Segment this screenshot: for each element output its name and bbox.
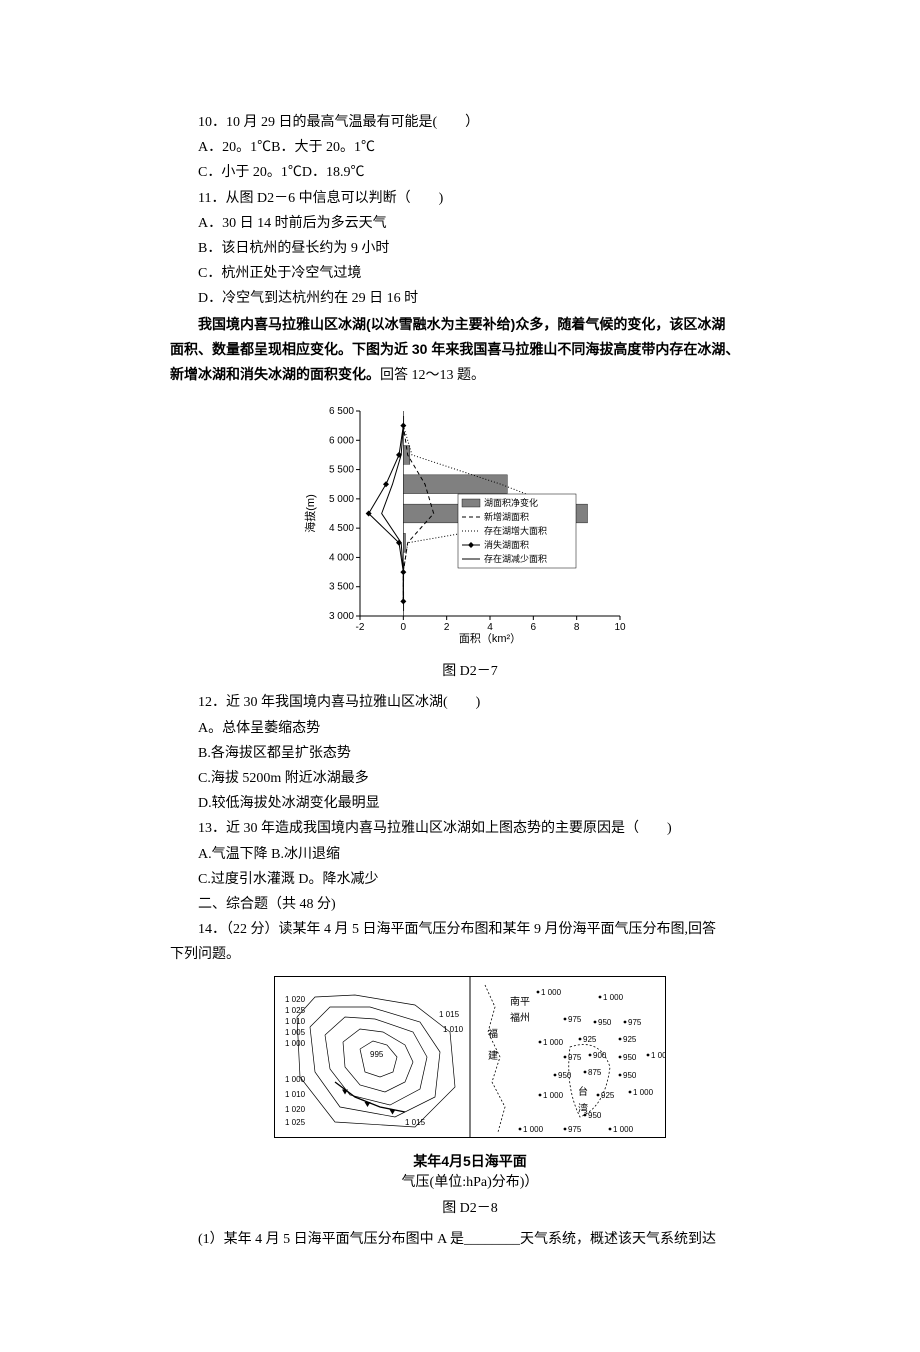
svg-text:1 005: 1 005 — [285, 1028, 306, 1037]
svg-text:950: 950 — [598, 1018, 612, 1027]
svg-text:新增湖面积: 新增湖面积 — [484, 511, 529, 522]
svg-text:1 000: 1 000 — [285, 1039, 306, 1048]
q11-stem: 11．从图 D2－6 中信息可以判断（ ) — [170, 186, 770, 211]
svg-text:1 010: 1 010 — [443, 1025, 464, 1034]
q11-opt-d: D．冷空气到达杭州约在 29 日 16 时 — [170, 286, 770, 311]
svg-text:950: 950 — [588, 1111, 602, 1120]
svg-text:2: 2 — [444, 622, 450, 633]
svg-text:存在湖减少面积: 存在湖减少面积 — [484, 553, 547, 564]
svg-text:面积（km²）: 面积（km²） — [459, 632, 521, 645]
svg-text:4 500: 4 500 — [329, 523, 354, 534]
svg-text:4 000: 4 000 — [329, 552, 354, 563]
pressure-maps: 1 020 1 025 1 010 1 005 1 000 995 1 015 1 010 1 … — [274, 976, 666, 1138]
q14-stem-line2: 下列问题。 — [170, 942, 770, 967]
svg-text:台: 台 — [578, 1085, 588, 1098]
svg-text:南平: 南平 — [510, 995, 530, 1008]
svg-text:925: 925 — [601, 1091, 615, 1100]
svg-text:975: 975 — [568, 1053, 582, 1062]
svg-text:8: 8 — [574, 622, 580, 633]
passage12-line3-bold: 新增冰湖和消失冰湖的面积变化。 — [170, 366, 380, 382]
q14-1-text: (1）某年 4 月 5 日海平面气压分布图中 A 是________天气系统，概… — [170, 1227, 770, 1252]
svg-text:1 000: 1 000 — [613, 1125, 634, 1134]
q10-opt-ab: A．20。1℃B．大于 20。1℃ — [170, 135, 770, 160]
passage12-line1: 我国境内喜马拉雅山区冰湖(以冰雪融水为主要补给)众多，随着气候的变化，该区冰湖 — [170, 312, 770, 337]
passage12-tail: 回答 12～13 题。 — [380, 368, 485, 383]
svg-text:3 500: 3 500 — [329, 582, 354, 593]
svg-text:1 010: 1 010 — [285, 1017, 306, 1026]
q11-opt-b: B．该日杭州的昼长约为 9 小时 — [170, 236, 770, 261]
svg-text:1 020: 1 020 — [285, 1105, 306, 1114]
svg-text:1 020: 1 020 — [285, 995, 306, 1004]
svg-text:900: 900 — [593, 1051, 607, 1060]
svg-text:950: 950 — [558, 1071, 572, 1080]
q12-opt-d: D.较低海拔处冰湖变化最明显 — [170, 791, 770, 816]
page: 10．10 月 29 日的最高气温最有可能是( ） A．20。1℃B．大于 20… — [0, 0, 920, 1352]
svg-text:10: 10 — [614, 622, 626, 633]
svg-text:湾: 湾 — [578, 1102, 588, 1115]
svg-text:1 015: 1 015 — [439, 1010, 460, 1019]
figure-d2-8: 1 020 1 025 1 010 1 005 1 000 995 1 015 1 010 1 … — [170, 976, 770, 1147]
passage12-line3: 新增冰湖和消失冰湖的面积变化。回答 12～13 题。 — [170, 362, 770, 388]
svg-text:975: 975 — [568, 1015, 582, 1024]
section2-heading: 二、综合题（共 48 分) — [170, 892, 770, 917]
svg-text:消失湖面积: 消失湖面积 — [484, 539, 529, 550]
svg-text:存在湖增大面积: 存在湖增大面积 — [484, 525, 547, 536]
svg-text:1 000: 1 000 — [543, 1091, 564, 1100]
q10-stem: 10．10 月 29 日的最高气温最有可能是( ） — [170, 110, 770, 135]
svg-text:5 000: 5 000 — [329, 494, 354, 505]
svg-text:995: 995 — [370, 1050, 384, 1059]
svg-text:1 000: 1 000 — [651, 1051, 666, 1060]
q14-stem-line1: 14．（22 分）读某年 4 月 5 日海平面气压分布图和某年 9 月份海平面气… — [170, 917, 770, 942]
q10-opt-cd: C．小于 20。1℃D．18.9℃ — [170, 160, 770, 185]
figure-d2-7: 3 000 3 500 4 000 4 500 5 000 5 500 6 000 6 500… — [170, 396, 770, 655]
svg-text:1 000: 1 000 — [633, 1088, 654, 1097]
svg-text:875: 875 — [588, 1068, 602, 1077]
svg-text:1 000: 1 000 — [541, 988, 562, 997]
svg-text:4: 4 — [487, 622, 493, 633]
q11-opt-c: C．杭州正处于冷空气过境 — [170, 261, 770, 286]
svg-text:5 500: 5 500 — [329, 465, 354, 476]
svg-text:975: 975 — [568, 1125, 582, 1134]
svg-text:1 000: 1 000 — [285, 1075, 306, 1084]
svg-text:0: 0 — [401, 622, 407, 633]
svg-text:6 500: 6 500 — [329, 406, 354, 417]
q11-opt-a: A．30 日 14 时前后为多云天气 — [170, 211, 770, 236]
svg-text:福州: 福州 — [510, 1011, 530, 1024]
svg-text:950: 950 — [623, 1071, 637, 1080]
svg-text:-2: -2 — [356, 622, 365, 633]
svg-text:建: 建 — [488, 1049, 498, 1062]
svg-text:925: 925 — [583, 1035, 597, 1044]
svg-text:1 015: 1 015 — [405, 1118, 426, 1127]
svg-text:950: 950 — [623, 1053, 637, 1062]
figure-d2-8-title1: 某年4月5日海平面 — [170, 1151, 770, 1172]
svg-text:6: 6 — [531, 622, 537, 633]
svg-text:1 000: 1 000 — [603, 993, 624, 1002]
svg-text:925: 925 — [623, 1035, 637, 1044]
glacier-lake-chart: 3 000 3 500 4 000 4 500 5 000 5 500 6 000 6 500… — [300, 396, 640, 646]
figure-d2-8-caption: 图 D2－8 — [170, 1196, 770, 1221]
svg-text:1 010: 1 010 — [285, 1090, 306, 1099]
figure-d2-8-title2: 气压(单位:hPa)分布)） — [170, 1172, 770, 1193]
q13-opt-cd: C.过度引水灌溉 D。降水减少 — [170, 867, 770, 892]
svg-text:湖面积净变化: 湖面积净变化 — [484, 497, 538, 508]
q12-opt-a: A。总体呈萎缩态势 — [170, 716, 770, 741]
svg-text:1 000: 1 000 — [543, 1038, 564, 1047]
svg-text:1 025: 1 025 — [285, 1118, 306, 1127]
svg-text:1 000: 1 000 — [523, 1125, 544, 1134]
q12-opt-b: B.各海拔区都呈扩张态势 — [170, 741, 770, 766]
svg-text:6 000: 6 000 — [329, 435, 354, 446]
q12-opt-c: C.海拔 5200m 附近冰湖最多 — [170, 766, 770, 791]
passage12-line2: 面积、数量都呈现相应变化。下图为近 30 年来我国喜马拉雅山不同海拔高度带内存在… — [170, 337, 770, 362]
svg-text:海拔(m): 海拔(m) — [303, 494, 317, 533]
svg-text:975: 975 — [628, 1018, 642, 1027]
figure-d2-7-caption: 图 D2－7 — [170, 659, 770, 684]
q12-stem: 12．近 30 年我国境内喜马拉雅山区冰湖( ) — [170, 690, 770, 715]
q13-opt-ab: A.气温下降 B.冰川退缩 — [170, 842, 770, 867]
q13-stem: 13．近 30 年造成我国境内喜马拉雅山区冰湖如上图态势的主要原因是（ ) — [170, 816, 770, 841]
svg-text:3 000: 3 000 — [329, 611, 354, 622]
svg-text:福: 福 — [488, 1027, 498, 1040]
svg-text:1 025: 1 025 — [285, 1006, 306, 1015]
